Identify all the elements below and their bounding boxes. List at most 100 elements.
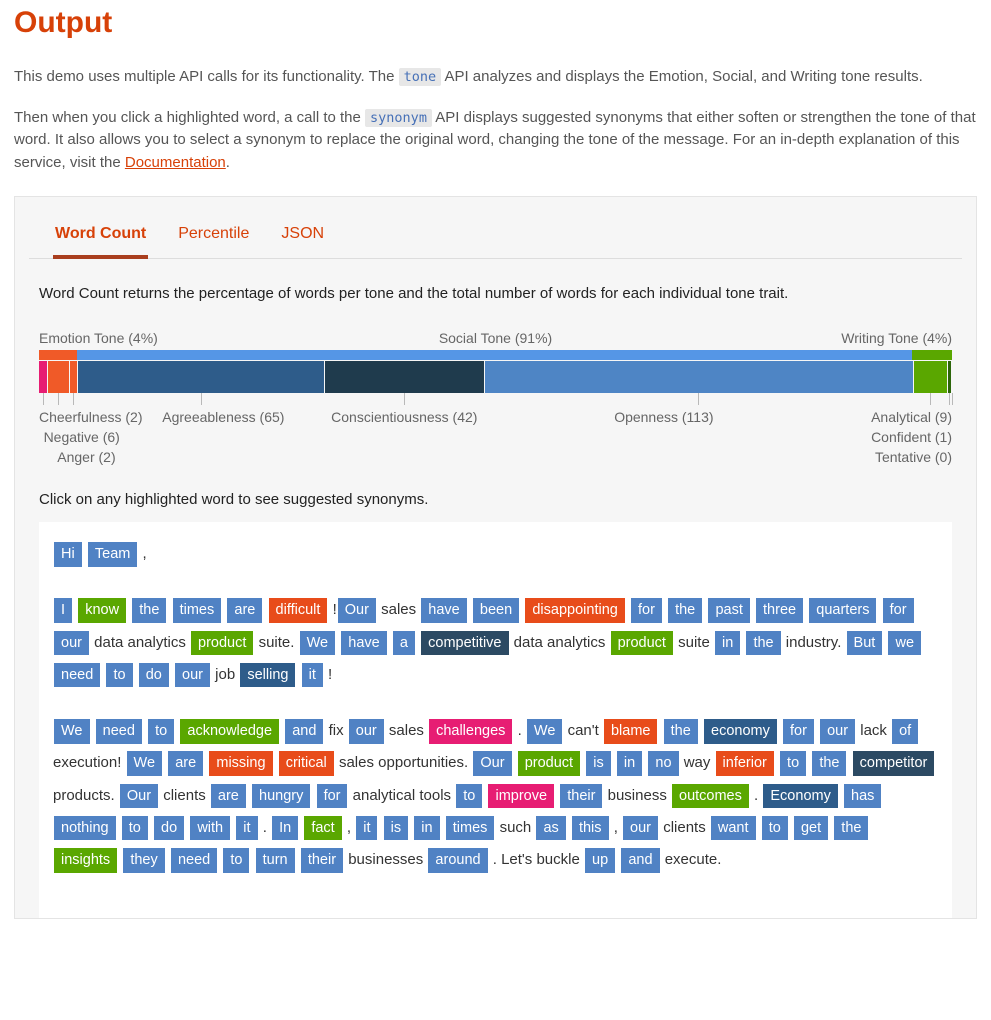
highlighted-word[interactable]: to bbox=[106, 663, 132, 688]
highlighted-word[interactable]: our bbox=[623, 816, 658, 841]
highlighted-word[interactable]: inferior bbox=[716, 751, 774, 776]
highlighted-word[interactable]: has bbox=[844, 784, 881, 809]
highlighted-word[interactable]: difficult bbox=[269, 598, 328, 623]
highlighted-word[interactable]: Hi bbox=[54, 542, 82, 567]
highlighted-word[interactable]: Team bbox=[88, 542, 137, 567]
highlighted-word[interactable]: We bbox=[300, 631, 336, 656]
highlighted-word[interactable]: to bbox=[780, 751, 806, 776]
highlighted-word[interactable]: their bbox=[560, 784, 602, 809]
highlighted-word[interactable]: need bbox=[171, 848, 217, 873]
highlighted-word[interactable]: disappointing bbox=[525, 598, 624, 623]
highlighted-word[interactable]: need bbox=[54, 663, 100, 688]
highlighted-word[interactable]: insights bbox=[54, 848, 117, 873]
highlighted-word[interactable]: around bbox=[428, 848, 487, 873]
highlighted-word[interactable]: challenges bbox=[429, 719, 512, 744]
highlighted-word[interactable]: the bbox=[132, 598, 166, 623]
highlighted-word[interactable]: competitor bbox=[853, 751, 935, 776]
highlighted-word[interactable]: acknowledge bbox=[180, 719, 279, 744]
highlighted-word[interactable]: do bbox=[139, 663, 169, 688]
highlighted-word[interactable]: is bbox=[384, 816, 408, 841]
highlighted-word[interactable]: we bbox=[888, 631, 921, 656]
highlighted-word[interactable]: to bbox=[148, 719, 174, 744]
highlighted-word[interactable]: nothing bbox=[54, 816, 116, 841]
highlighted-word[interactable]: no bbox=[648, 751, 678, 776]
highlighted-word[interactable]: is bbox=[586, 751, 610, 776]
highlighted-word[interactable]: have bbox=[341, 631, 386, 656]
highlighted-word[interactable]: to bbox=[762, 816, 788, 841]
highlighted-word[interactable]: three bbox=[756, 598, 803, 623]
highlighted-word[interactable]: to bbox=[223, 848, 249, 873]
highlighted-word[interactable]: want bbox=[711, 816, 756, 841]
highlighted-word[interactable]: quarters bbox=[809, 598, 876, 623]
highlighted-word[interactable]: We bbox=[127, 751, 163, 776]
highlighted-word[interactable]: need bbox=[96, 719, 142, 744]
highlighted-word[interactable]: our bbox=[175, 663, 210, 688]
highlighted-word[interactable]: missing bbox=[209, 751, 272, 776]
highlighted-word[interactable]: it bbox=[356, 816, 377, 841]
highlighted-word[interactable]: the bbox=[834, 816, 868, 841]
documentation-link[interactable]: Documentation bbox=[125, 154, 226, 171]
highlighted-word[interactable]: are bbox=[227, 598, 262, 623]
highlighted-word[interactable]: are bbox=[211, 784, 246, 809]
highlighted-word[interactable]: up bbox=[585, 848, 615, 873]
highlighted-word[interactable]: product bbox=[611, 631, 673, 656]
tab-percentile[interactable]: Percentile bbox=[176, 221, 251, 258]
highlighted-word[interactable]: critical bbox=[279, 751, 334, 776]
highlighted-word[interactable]: turn bbox=[256, 848, 295, 873]
highlighted-word[interactable]: for bbox=[783, 719, 814, 744]
highlighted-word[interactable]: past bbox=[708, 598, 749, 623]
highlighted-word[interactable]: have bbox=[421, 598, 466, 623]
highlighted-word[interactable]: in bbox=[617, 751, 642, 776]
tab-json[interactable]: JSON bbox=[279, 221, 326, 258]
highlighted-word[interactable]: the bbox=[664, 719, 698, 744]
highlighted-word[interactable]: of bbox=[892, 719, 918, 744]
highlighted-word[interactable]: improve bbox=[488, 784, 554, 809]
highlighted-word[interactable]: We bbox=[54, 719, 90, 744]
highlighted-word[interactable]: with bbox=[190, 816, 230, 841]
highlighted-word[interactable]: fact bbox=[304, 816, 341, 841]
highlighted-word[interactable]: for bbox=[317, 784, 348, 809]
highlighted-word[interactable]: in bbox=[414, 816, 439, 841]
highlighted-word[interactable]: blame bbox=[604, 719, 658, 744]
highlighted-word[interactable]: I bbox=[54, 598, 72, 623]
highlighted-word[interactable]: for bbox=[631, 598, 662, 623]
highlighted-word[interactable]: our bbox=[54, 631, 89, 656]
highlighted-word[interactable]: for bbox=[883, 598, 914, 623]
highlighted-word[interactable]: Our bbox=[338, 598, 376, 623]
highlighted-word[interactable]: are bbox=[168, 751, 203, 776]
highlighted-word[interactable]: product bbox=[191, 631, 253, 656]
highlighted-word[interactable]: times bbox=[446, 816, 495, 841]
highlighted-word[interactable]: In bbox=[272, 816, 298, 841]
highlighted-word[interactable]: the bbox=[746, 631, 780, 656]
highlighted-word[interactable]: get bbox=[794, 816, 828, 841]
highlighted-word[interactable]: our bbox=[349, 719, 384, 744]
highlighted-word[interactable]: competitive bbox=[421, 631, 508, 656]
highlighted-word[interactable]: do bbox=[154, 816, 184, 841]
highlighted-word[interactable]: We bbox=[527, 719, 563, 744]
highlighted-word[interactable]: hungry bbox=[252, 784, 310, 809]
highlighted-word[interactable]: their bbox=[301, 848, 343, 873]
highlighted-word[interactable]: economy bbox=[704, 719, 777, 744]
highlighted-word[interactable]: in bbox=[715, 631, 740, 656]
highlighted-word[interactable]: But bbox=[847, 631, 883, 656]
highlighted-word[interactable]: product bbox=[518, 751, 580, 776]
highlighted-word[interactable]: know bbox=[78, 598, 126, 623]
highlighted-word[interactable]: and bbox=[621, 848, 659, 873]
highlighted-word[interactable]: as bbox=[536, 816, 565, 841]
highlighted-word[interactable]: the bbox=[668, 598, 702, 623]
highlighted-word[interactable]: to bbox=[456, 784, 482, 809]
highlighted-word[interactable]: to bbox=[122, 816, 148, 841]
highlighted-word[interactable]: this bbox=[572, 816, 609, 841]
highlighted-word[interactable]: Economy bbox=[763, 784, 837, 809]
highlighted-word[interactable]: Our bbox=[473, 751, 511, 776]
highlighted-word[interactable]: a bbox=[393, 631, 415, 656]
highlighted-word[interactable]: selling bbox=[240, 663, 295, 688]
highlighted-word[interactable]: Our bbox=[120, 784, 158, 809]
highlighted-word[interactable]: and bbox=[285, 719, 323, 744]
highlighted-word[interactable]: been bbox=[473, 598, 519, 623]
highlighted-word[interactable]: it bbox=[236, 816, 257, 841]
highlighted-word[interactable]: it bbox=[302, 663, 323, 688]
highlighted-word[interactable]: times bbox=[173, 598, 222, 623]
highlighted-word[interactable]: our bbox=[820, 719, 855, 744]
highlighted-word[interactable]: they bbox=[123, 848, 164, 873]
